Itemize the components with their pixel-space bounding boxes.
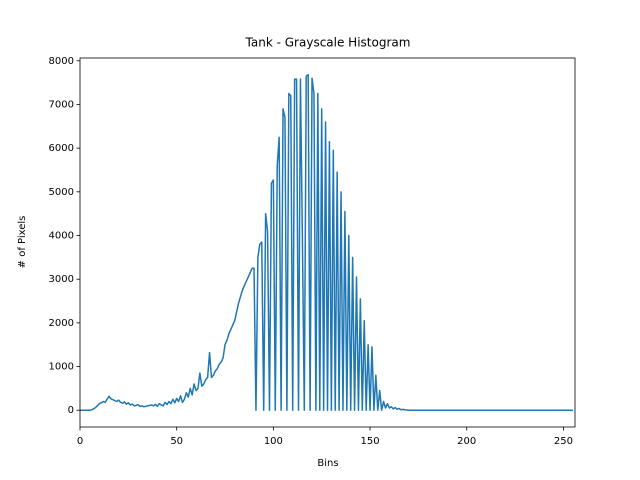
x-tick-label: 0 bbox=[77, 436, 83, 447]
y-tick-label: 7000 bbox=[49, 99, 74, 110]
x-tick-label: 50 bbox=[170, 436, 183, 447]
x-tick-label: 100 bbox=[264, 436, 283, 447]
x-tick-label: 250 bbox=[554, 436, 573, 447]
y-tick-label: 5000 bbox=[49, 187, 74, 198]
plot-frame bbox=[79, 57, 576, 428]
histogram-line bbox=[80, 74, 574, 411]
y-tick-label: 1000 bbox=[49, 362, 74, 373]
y-axis-label: # of Pixels bbox=[17, 216, 28, 269]
y-tick-label: 4000 bbox=[49, 231, 74, 242]
y-tick-label: 3000 bbox=[49, 274, 74, 285]
x-tick-label: 200 bbox=[457, 436, 476, 447]
x-tick-label: 150 bbox=[360, 436, 379, 447]
y-tick-label: 0 bbox=[68, 405, 74, 416]
chart-title: Tank - Grayscale Histogram bbox=[245, 36, 411, 50]
y-tick-label: 8000 bbox=[49, 56, 74, 67]
y-tick-label: 6000 bbox=[49, 143, 74, 154]
y-tick-label: 2000 bbox=[49, 318, 74, 329]
x-axis-label: Bins bbox=[317, 458, 338, 469]
